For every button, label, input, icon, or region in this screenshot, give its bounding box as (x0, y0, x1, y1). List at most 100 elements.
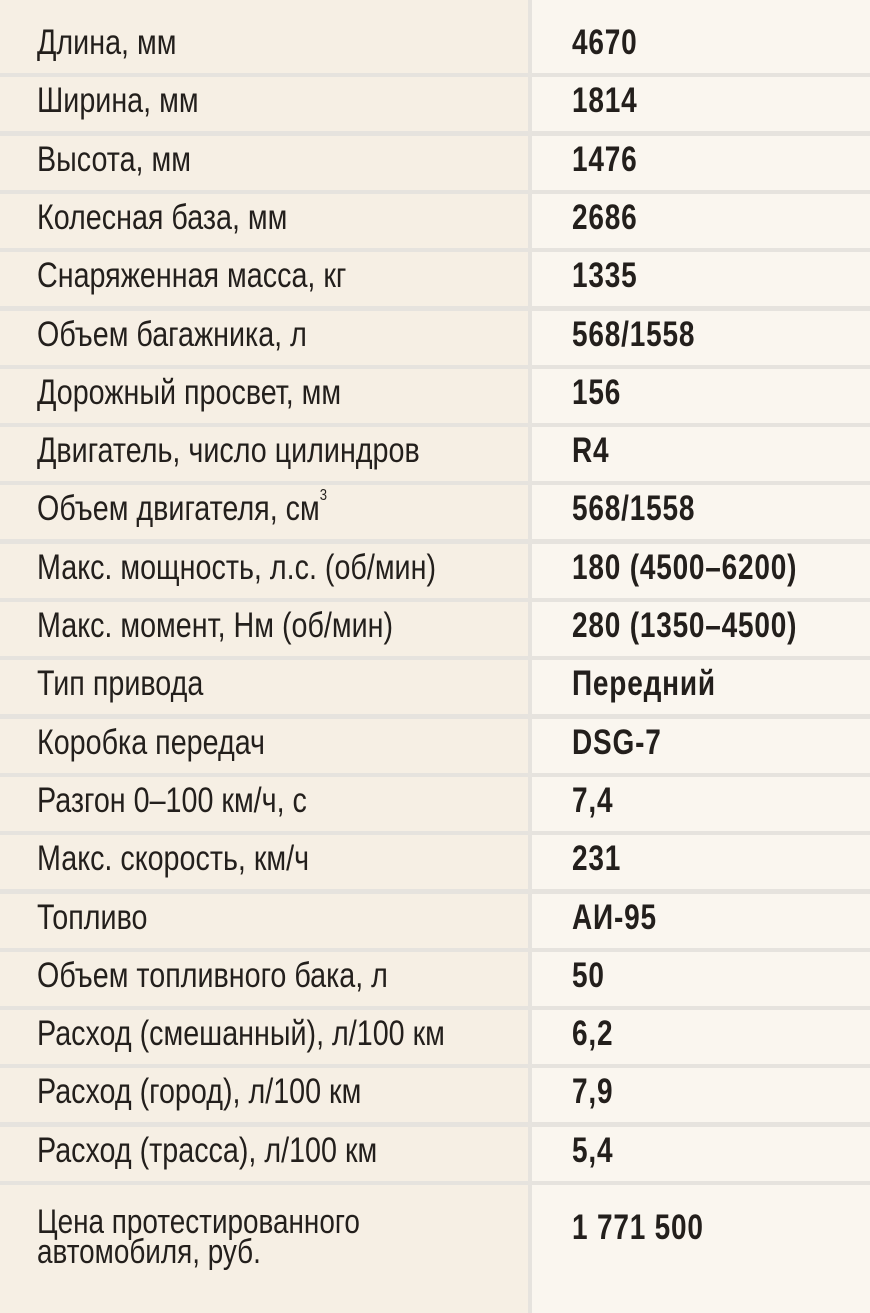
value-cell: 1 771 500 (532, 1185, 870, 1313)
spec-row: Объем топливного бака, л 50 (0, 951, 870, 1006)
value-cell: 180 (4500–6200) (532, 543, 870, 598)
label-cell: Расход (город), л/100 км (0, 1068, 528, 1123)
spec-value: 180 (4500–6200) (572, 547, 798, 587)
value-cell: 1814 (532, 77, 870, 132)
spec-value: 2686 (572, 197, 638, 237)
value-cell: 7,4 (532, 776, 870, 831)
spec-value: 1814 (572, 81, 638, 121)
spec-label: Макс. мощность, л.с. (об/мин) (37, 547, 437, 587)
spec-row: Объем двигателя, см3 568/1558 (0, 485, 870, 540)
spec-row: Снаряженная масса, кг 1335 (0, 252, 870, 307)
value-cell: Передний (532, 660, 870, 715)
spec-row: Длина, мм 4670 (0, 0, 870, 73)
spec-label: Колесная база, мм (37, 197, 288, 237)
spec-label: Макс. момент, Нм (об/мин) (37, 606, 394, 645)
spec-row: Макс. момент, Нм (об/мин) 280 (1350–4500) (0, 602, 870, 656)
spec-value: АИ-95 (572, 897, 657, 937)
spec-label: Расход (город), л/100 км (37, 1072, 362, 1112)
spec-row: Коробка передач DSG-7 (0, 718, 870, 773)
value-cell: 50 (532, 951, 870, 1006)
value-cell: 280 (1350–4500) (532, 602, 870, 656)
spec-label: Объем багажника, л (37, 314, 307, 354)
spec-row: Колесная база, мм 2686 (0, 193, 870, 248)
spec-label: Ширина, мм (37, 81, 199, 121)
spec-row: Высота, мм 1476 (0, 135, 870, 190)
spec-value: 4670 (572, 23, 638, 62)
label-cell: Макс. скорость, км/ч (0, 835, 528, 890)
spec-value: 568/1558 (572, 314, 696, 354)
value-cell: 6,2 (532, 1010, 870, 1065)
label-cell: Снаряженная масса, кг (0, 252, 528, 307)
value-cell: 5,4 (532, 1126, 870, 1181)
label-cell: Коробка передач (0, 718, 528, 773)
spec-row: Двигатель, число цилиндров R4 (0, 427, 870, 482)
label-cell: Колесная база, мм (0, 193, 528, 248)
spec-label: Коробка передач (37, 722, 265, 762)
value-cell: 2686 (532, 193, 870, 248)
spec-value: 50 (572, 955, 605, 995)
value-cell: 1476 (532, 135, 870, 190)
value-cell: 568/1558 (532, 485, 870, 540)
spec-label: Объем двигателя, см3 (37, 487, 328, 529)
value-cell: R4 (532, 427, 870, 482)
spec-label: Двигатель, число цилиндров (37, 431, 420, 471)
label-cell: Топливо (0, 893, 528, 948)
spec-label: Высота, мм (37, 139, 191, 179)
label-cell: Тип привода (0, 660, 528, 715)
price-label: Цена протестированного автомобиля, руб. (37, 1203, 360, 1271)
spec-value: 156 (572, 372, 622, 412)
label-cell: Макс. мощность, л.с. (об/мин) (0, 543, 528, 598)
spec-value: 7,4 (572, 780, 614, 820)
spec-label: Расход (трасса), л/100 км (37, 1130, 378, 1170)
spec-row: Объем багажника, л 568/1558 (0, 310, 870, 365)
spec-value: 5,4 (572, 1130, 614, 1170)
spec-row: Расход (город), л/100 км 7,9 (0, 1068, 870, 1123)
spec-value: DSG-7 (572, 722, 662, 762)
label-cell: Объем двигателя, см3 (0, 485, 528, 540)
value-cell: 7,9 (532, 1068, 870, 1123)
label-cell: Длина, мм (0, 0, 528, 73)
spec-label: Расход (смешанный), л/100 км (37, 1014, 445, 1054)
spec-value: Передний (572, 664, 716, 704)
spec-row: Расход (трасса), л/100 км 5,4 (0, 1126, 870, 1181)
spec-row: Разгон 0–100 км/ч, с 7,4 (0, 776, 870, 831)
spec-label: Дорожный просвет, мм (37, 372, 342, 412)
label-cell: Ширина, мм (0, 77, 528, 132)
spec-row: Ширина, мм 1814 (0, 77, 870, 132)
spec-label: Тип привода (37, 664, 204, 704)
value-cell: DSG-7 (532, 718, 870, 773)
label-cell: Двигатель, число цилиндров (0, 427, 528, 482)
superscript: 3 (319, 487, 328, 505)
spec-value: 1476 (572, 139, 638, 179)
spec-value: 6,2 (572, 1014, 614, 1054)
spec-label: Объем топливного бака, л (37, 955, 388, 995)
spec-row: Расход (смешанный), л/100 км 6,2 (0, 1010, 870, 1065)
label-cell: Объем топливного бака, л (0, 951, 528, 1006)
spec-label: Топливо (37, 897, 148, 937)
spec-value: 280 (1350–4500) (572, 606, 798, 645)
spec-value: R4 (572, 431, 610, 471)
spec-row: Топливо АИ-95 (0, 893, 870, 948)
value-cell: 1335 (532, 252, 870, 307)
spec-label: Снаряженная масса, кг (37, 256, 347, 296)
label-cell: Расход (трасса), л/100 км (0, 1126, 528, 1181)
label-cell: Расход (смешанный), л/100 км (0, 1010, 528, 1065)
value-cell: АИ-95 (532, 893, 870, 948)
label-cell: Разгон 0–100 км/ч, с (0, 776, 528, 831)
value-cell: 568/1558 (532, 310, 870, 365)
spec-row: Макс. скорость, км/ч 231 (0, 835, 870, 890)
label-cell: Макс. момент, Нм (об/мин) (0, 602, 528, 656)
spec-value: 1335 (572, 256, 638, 296)
spec-label: Разгон 0–100 км/ч, с (37, 780, 307, 820)
value-cell: 4670 (532, 0, 870, 73)
price-value: 1 771 500 (572, 1208, 704, 1247)
spec-row: Макс. мощность, л.с. (об/мин) 180 (4500–6… (0, 543, 870, 598)
label-cell: Цена протестированного автомобиля, руб. (0, 1185, 528, 1313)
label-cell: Дорожный просвет, мм (0, 368, 528, 423)
label-cell: Объем багажника, л (0, 310, 528, 365)
value-cell: 231 (532, 835, 870, 890)
value-cell: 156 (532, 368, 870, 423)
label-cell: Высота, мм (0, 135, 528, 190)
spec-label: Длина, мм (37, 23, 177, 62)
